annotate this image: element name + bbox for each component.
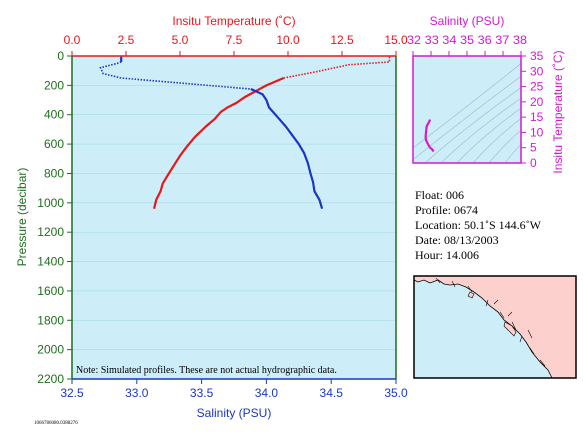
salinity-tick-label: 33.0 bbox=[125, 386, 149, 400]
float-info: Float: 006 Profile: 0674 Location: 50.1˚… bbox=[415, 188, 542, 262]
profile-chart: 0.0 2.5 5.0 7.5 10.0 12.5 15.0 32.5 33.0 33.5 34.… bbox=[15, 14, 408, 420]
salinity-tick-label: 34.5 bbox=[320, 386, 344, 400]
profile-number: Profile: 0674 bbox=[415, 203, 478, 217]
map-landmass bbox=[413, 275, 577, 379]
map-coastline-detail bbox=[435, 277, 546, 367]
density-contour bbox=[488, 129, 521, 163]
temperature-axis-title: Insitu Temperature (˚C) bbox=[172, 14, 295, 28]
salinity-profile-dotted-line bbox=[99, 61, 251, 90]
salinity-profile-line bbox=[250, 87, 324, 210]
pressure-tick-label: 1600 bbox=[37, 284, 64, 298]
ts-temperature-tick-label: 25 bbox=[530, 80, 544, 94]
pressure-axis-title: Pressure (decibar) bbox=[15, 168, 29, 267]
salinity-tick-label: 34.0 bbox=[255, 386, 279, 400]
density-contour bbox=[504, 143, 521, 163]
pressure-tick-label: 1400 bbox=[37, 255, 64, 269]
ts-density-contours bbox=[413, 63, 521, 163]
temperature-tick-label: 15.0 bbox=[384, 33, 408, 47]
pressure-axis-ticks: 0 200 400 600 800 1000 1200 1400 1600 1800 2000 220… bbox=[37, 49, 72, 386]
temperature-axis-ticks: 0.0 2.5 5.0 7.5 10.0 12.5 15.0 bbox=[64, 33, 408, 56]
date: Date: 08/13/2003 bbox=[415, 233, 499, 247]
ts-temperature-tick-label: 30 bbox=[530, 64, 544, 78]
pressure-tick-label: 400 bbox=[44, 108, 64, 122]
ts-title: Salinity (PSU) bbox=[430, 14, 505, 28]
location-map bbox=[413, 275, 577, 379]
hour: Hour: 14.006 bbox=[415, 248, 479, 262]
simulation-note: Note: Simulated profiles. These are not … bbox=[76, 365, 337, 376]
location: Location: 50.1˚S 144.6˚W bbox=[415, 218, 542, 232]
temperature-profile-dotted-line bbox=[283, 56, 391, 79]
map-island bbox=[503, 321, 517, 337]
density-contour bbox=[413, 63, 521, 149]
map-frame bbox=[413, 275, 577, 379]
ts-temperature-tick-label: 5 bbox=[530, 141, 537, 155]
density-contour bbox=[440, 97, 521, 163]
density-contour bbox=[424, 87, 521, 163]
pressure-tick-label: 2200 bbox=[37, 372, 64, 386]
temperature-tick-label: 12.5 bbox=[330, 33, 354, 47]
salinity-tick-label: 33.5 bbox=[190, 386, 214, 400]
profile-gridlines bbox=[72, 85, 396, 350]
pressure-tick-label: 2000 bbox=[37, 343, 64, 357]
pressure-tick-label: 1000 bbox=[37, 196, 64, 210]
ts-temperature-tick-label: 35 bbox=[530, 49, 544, 63]
temperature-tick-label: 10.0 bbox=[276, 33, 300, 47]
salinity-axis-title: Salinity (PSU) bbox=[197, 406, 272, 420]
ts-temperature-axis-title: Insitu Temperature (˚C) bbox=[551, 50, 565, 173]
density-contour bbox=[456, 107, 521, 163]
ts-temperature-tick-label: 0 bbox=[530, 156, 537, 170]
ts-salinity-tick-labels: 32 33 34 35 36 37 38 bbox=[407, 33, 527, 47]
temperature-tick-label: 2.5 bbox=[118, 33, 135, 47]
ts-salinity-ticks bbox=[412, 51, 522, 56]
salinity-tick-label: 35.0 bbox=[384, 386, 408, 400]
pressure-tick-label: 1800 bbox=[37, 313, 64, 327]
temperature-tick-label: 5.0 bbox=[172, 33, 189, 47]
pressure-tick-label: 800 bbox=[44, 166, 64, 180]
ts-temperature-tick-label: 10 bbox=[530, 125, 544, 139]
temperature-tick-label: 7.5 bbox=[226, 33, 243, 47]
pressure-tick-label: 0 bbox=[57, 49, 64, 63]
pressure-tick-label: 600 bbox=[44, 137, 64, 151]
salinity-axis-ticks: 32.5 33.0 33.5 34.0 34.5 35.0 bbox=[60, 379, 408, 400]
density-contour bbox=[413, 75, 521, 161]
ts-temperature-tick-label: 20 bbox=[530, 95, 544, 109]
ts-temperature-tick-label: 15 bbox=[530, 110, 544, 124]
density-contour bbox=[472, 118, 521, 163]
pressure-tick-label: 1200 bbox=[37, 225, 64, 239]
salinity-tick-label: 32.5 bbox=[60, 386, 84, 400]
map-island-2 bbox=[467, 291, 475, 299]
ts-curve bbox=[424, 119, 435, 153]
profile-plot-background bbox=[72, 56, 396, 379]
footer-id: 1066786080.0388276 bbox=[34, 421, 78, 426]
temperature-tick-label: 0.0 bbox=[64, 33, 81, 47]
temperature-profile-line bbox=[153, 76, 285, 209]
float-id: Float: 006 bbox=[415, 188, 464, 202]
pressure-tick-label: 200 bbox=[44, 78, 64, 92]
